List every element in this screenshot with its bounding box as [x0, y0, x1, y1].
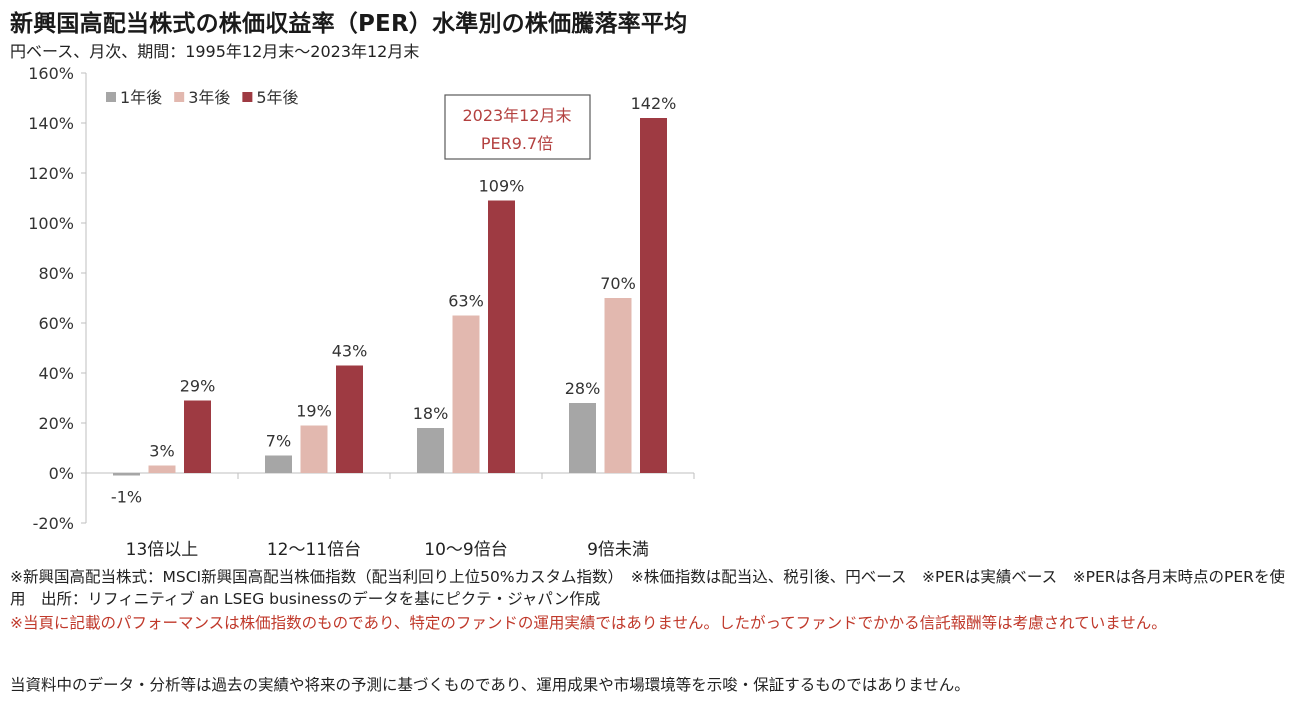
y-tick-label: 160%	[28, 64, 74, 83]
y-tick-label: 0%	[49, 464, 74, 483]
bar	[569, 403, 596, 473]
bar	[265, 455, 292, 473]
y-tick-label: 120%	[28, 164, 74, 183]
data-label: 43%	[332, 342, 368, 361]
chart-subtitle: 円ベース、月次、期間：1995年12月末～2023年12月末	[10, 42, 420, 61]
y-tick-label: -20%	[33, 514, 74, 533]
callout-date: 2023年12月末	[462, 106, 571, 125]
data-label: 19%	[296, 402, 332, 421]
data-label: 63%	[448, 292, 484, 311]
y-tick-label: 40%	[38, 364, 74, 383]
data-label: 18%	[413, 404, 449, 423]
bar	[417, 428, 444, 473]
legend-swatch	[106, 92, 116, 102]
bar	[604, 298, 632, 473]
bar	[452, 315, 480, 473]
callout-per: PER9.7倍	[481, 134, 553, 153]
x-category-label: 13倍以上	[126, 540, 199, 560]
bar	[300, 425, 328, 473]
data-label: 7%	[266, 432, 291, 451]
data-label: 28%	[565, 379, 601, 398]
data-label: -1%	[111, 488, 142, 507]
legend-swatch	[242, 92, 253, 102]
data-label: 3%	[149, 442, 174, 461]
y-tick-label: 80%	[38, 264, 74, 283]
data-label: 142%	[631, 94, 677, 113]
y-tick-label: 60%	[38, 314, 74, 333]
bar	[184, 400, 211, 473]
bar	[640, 118, 667, 473]
bar	[148, 465, 176, 473]
x-category-label: 12～11倍台	[267, 540, 361, 560]
bar	[488, 200, 515, 473]
source-note: ※新興国高配当株式：MSCI新興国高配当株価指数（配当利回り上位50%カスタム指…	[10, 568, 1285, 608]
legend-label: 3年後	[188, 88, 230, 107]
legend-label: 1年後	[120, 88, 162, 107]
performance-disclaimer: ※当頁に記載のパフォーマンスは株価指数のものであり、特定のファンドの運用実績では…	[10, 614, 1167, 632]
x-category-label: 9倍未満	[587, 540, 649, 560]
data-label: 70%	[600, 274, 636, 293]
x-category-label: 10～9倍台	[424, 540, 507, 560]
legend-label: 5年後	[256, 88, 298, 107]
y-tick-label: 100%	[28, 214, 74, 233]
chart-title: 新興国高配当株式の株価収益率（PER）水準別の株価騰落率平均	[10, 11, 688, 37]
bar	[336, 365, 363, 473]
y-tick-label: 140%	[28, 114, 74, 133]
legend-swatch	[174, 92, 185, 102]
bar	[113, 473, 140, 476]
y-tick-label: 20%	[38, 414, 74, 433]
data-label: 109%	[479, 177, 525, 196]
data-disclaimer: 当資料中のデータ・分析等は過去の実績や将来の予測に基づくものであり、運用成果や市…	[10, 676, 970, 694]
callout-box	[444, 94, 591, 160]
data-label: 29%	[180, 377, 216, 396]
